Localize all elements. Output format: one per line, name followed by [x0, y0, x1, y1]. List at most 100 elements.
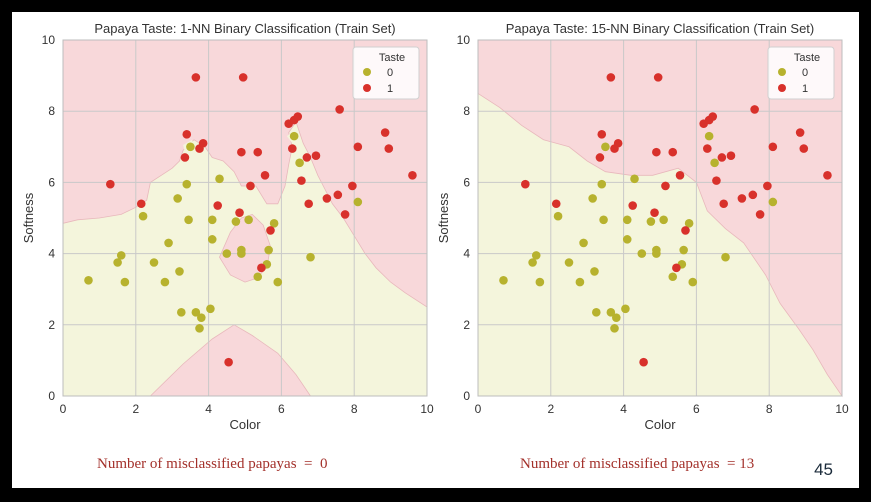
chart-right-legend-marker-0 [778, 68, 786, 76]
chart-left-point-1-7 [213, 201, 222, 210]
caption-right: Number of misclassified papayas = 13 [520, 456, 755, 472]
chart-left-point-0-4 [138, 211, 148, 221]
chart-right-point-1-31 [795, 128, 805, 137]
chart-right-point-0-2 [531, 251, 541, 260]
chart-right-ytick-0: 0 [463, 389, 470, 403]
chart-right-point-1-24 [726, 151, 736, 160]
chart-right-legend-marker-1 [778, 84, 786, 92]
chart-left-point-0-3 [120, 277, 130, 287]
chart-right-point-1-33 [823, 170, 832, 180]
chart-left-ytick-4: 8 [48, 104, 55, 118]
chart-right-point-0-22 [646, 217, 656, 226]
chart-left-point-1-21 [297, 176, 306, 185]
chart-left-point-1-4 [191, 73, 201, 82]
chart-left-point-1-20 [288, 144, 297, 153]
chart-right-point-1-19 [708, 112, 718, 121]
chart-left-xlabel: Color [229, 417, 261, 432]
chart-left-point-0-9 [175, 267, 184, 276]
chart-right-legend-label-1: 1 [802, 83, 808, 95]
chart-left-point-1-15 [266, 226, 275, 235]
chart-right-point-1-23 [719, 199, 728, 209]
chart-left-xtick-2: 4 [205, 402, 212, 416]
chart-right-legend-label-0: 0 [802, 67, 808, 79]
chart-left-point-0-13 [186, 142, 195, 152]
chart-right-point-0-30 [688, 277, 698, 287]
chart-left-point-0-22 [231, 217, 241, 226]
chart-right-point-1-29 [763, 181, 772, 191]
chart-left-legend-label-0: 0 [387, 67, 393, 79]
chart-left-legend-label-1: 1 [387, 83, 393, 95]
chart-right-point-1-10 [652, 147, 661, 157]
chart-left-point-1-14 [260, 170, 270, 180]
chart-right-point-1-13 [668, 147, 678, 157]
chart-left-point-1-25 [322, 194, 332, 203]
chart-left-point-0-20 [215, 174, 224, 184]
chart-right-point-1-28 [755, 210, 765, 219]
chart-right-point-1-12 [661, 181, 670, 191]
chart-right-point-0-34 [768, 197, 778, 207]
chart-right-point-1-15 [681, 226, 690, 235]
chart-right-point-0-14 [606, 308, 616, 317]
chart-right-point-1-8 [639, 357, 648, 367]
chart-right-point-0-15 [610, 324, 619, 333]
chart-right-point-0-7 [579, 238, 588, 248]
chart-right-point-0-16 [612, 313, 621, 322]
chart-left-xtick-0: 0 [60, 402, 67, 416]
chart-left-point-1-23 [304, 199, 314, 209]
chart-left-point-0-1 [113, 258, 122, 267]
chart-left-ytick-1: 2 [48, 318, 55, 332]
chart-left-point-1-13 [253, 147, 263, 157]
chart-left-point-1-10 [237, 147, 246, 157]
chart-right-point-0-6 [575, 277, 585, 287]
chart-left-point-1-1 [136, 199, 146, 209]
chart-left-point-0-34 [353, 197, 363, 207]
chart-right-point-0-0 [499, 276, 508, 285]
chart-left-point-1-22 [302, 153, 312, 162]
chart-right-xtick-1: 2 [547, 402, 554, 416]
chart-left-legend-marker-0 [363, 68, 371, 76]
chart-left-xtick-5: 10 [420, 402, 434, 416]
chart-right-point-0-20 [630, 174, 639, 184]
chart-right-point-1-16 [672, 263, 681, 273]
chart-left-point-0-14 [191, 308, 201, 317]
chart-right-point-0-12 [599, 215, 608, 225]
chart-left-xtick-4: 8 [351, 402, 358, 416]
chart-right-point-0-13 [601, 142, 610, 152]
chart-right-point-1-7 [628, 201, 637, 210]
chart-right-point-0-31 [704, 131, 714, 141]
chart-right-point-0-29 [684, 219, 694, 228]
chart-left-point-0-6 [160, 277, 170, 287]
chart-left-legend-marker-1 [363, 84, 371, 92]
chart-left-point-1-31 [380, 128, 390, 137]
chart-right-title: Papaya Taste: 15-NN Binary Classificatio… [506, 21, 815, 36]
chart-right-point-0-26 [668, 272, 678, 282]
chart-left-point-0-25 [244, 215, 253, 225]
chart-left-point-1-33 [408, 170, 417, 180]
caption-left: Number of misclassified papayas = 0 [97, 456, 328, 472]
chart-right-frame [477, 39, 843, 397]
chart-right-legend-title: Taste [794, 52, 820, 64]
chart-left-point-1-3 [182, 130, 192, 139]
chart-left-point-1-8 [224, 357, 233, 367]
chart-left-point-0-31 [289, 131, 299, 141]
chart-right-point-1-25 [737, 194, 747, 203]
chart-right-point-1-4 [606, 73, 616, 82]
chart-right-point-0-8 [588, 194, 597, 203]
chart-left-point-0-29 [269, 219, 279, 228]
chart-left-point-1-32 [384, 144, 394, 153]
chart-right-ytick-4: 8 [463, 104, 470, 118]
chart-right-point-0-9 [590, 267, 599, 276]
chart-right-point-0-4 [553, 211, 563, 221]
chart-right-point-1-26 [748, 190, 758, 200]
chart-right-point-0-1 [528, 258, 537, 267]
chart-left-point-0-33 [306, 252, 315, 262]
chart-right-point-0-19 [622, 235, 632, 244]
chart-left-ytick-3: 6 [48, 175, 55, 189]
chart-left-point-1-28 [340, 210, 350, 219]
chart-left-point-0-7 [164, 238, 173, 248]
chart-left-point-0-24 [237, 249, 246, 258]
chart-left-point-1-6 [198, 138, 208, 148]
chart-right-point-1-1 [551, 199, 561, 209]
chart-left-point-0-2 [116, 251, 126, 260]
